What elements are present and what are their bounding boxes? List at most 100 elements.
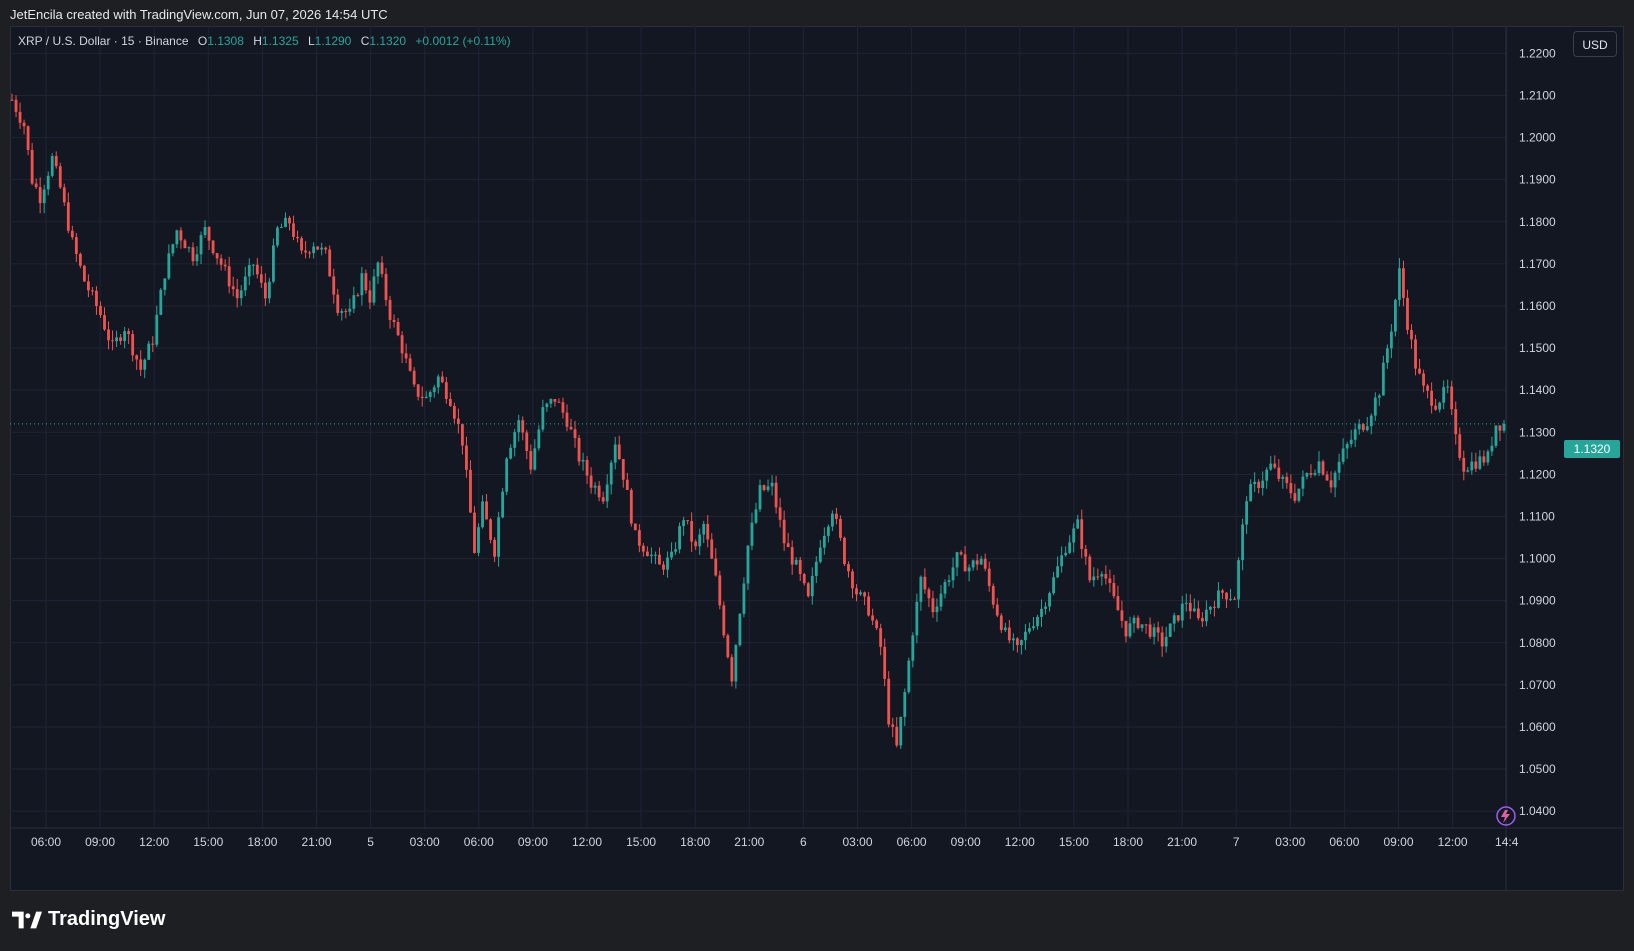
candle-body bbox=[1333, 472, 1337, 488]
candle-body bbox=[1120, 610, 1124, 621]
candle-body bbox=[392, 319, 396, 323]
candle-body bbox=[899, 716, 903, 746]
candle-body bbox=[637, 530, 641, 546]
candle-body bbox=[272, 245, 275, 282]
candle-body bbox=[207, 226, 211, 241]
time-tick-label: 12:00 bbox=[1005, 835, 1035, 849]
candle-body bbox=[131, 334, 135, 356]
candle-body bbox=[710, 539, 714, 559]
candle-body bbox=[714, 558, 718, 576]
candle-body bbox=[947, 580, 951, 583]
chart-panel[interactable] bbox=[10, 26, 1624, 891]
candle-body bbox=[473, 512, 476, 553]
candle-body bbox=[730, 657, 734, 682]
open-label: O bbox=[197, 34, 208, 48]
candle-body bbox=[328, 249, 332, 277]
candle-body bbox=[843, 537, 846, 565]
candle-body bbox=[1048, 593, 1051, 607]
candle-body bbox=[1317, 461, 1321, 474]
candle-body bbox=[1253, 481, 1257, 485]
time-tick-label: 15:00 bbox=[1059, 835, 1089, 849]
candle-body bbox=[1341, 448, 1345, 462]
candle-body bbox=[1446, 386, 1450, 388]
candle-body bbox=[806, 583, 810, 597]
candle-body bbox=[78, 253, 82, 266]
candle-body bbox=[304, 250, 307, 253]
candle-body bbox=[859, 592, 862, 595]
candle-body bbox=[1225, 592, 1228, 600]
price-tick-label: 1.0900 bbox=[1519, 594, 1556, 608]
candle-body bbox=[1385, 348, 1389, 363]
brand-name: TradingView bbox=[48, 908, 166, 930]
candle-body bbox=[107, 329, 110, 341]
price-tick-label: 1.1500 bbox=[1519, 341, 1556, 355]
price-tick-label: 1.2100 bbox=[1519, 88, 1556, 102]
candle-body bbox=[1277, 467, 1281, 479]
candle-body bbox=[641, 545, 645, 552]
candle-body bbox=[416, 384, 420, 397]
candle-body bbox=[758, 485, 762, 510]
candle-body bbox=[1140, 624, 1144, 629]
price-tick-label: 1.1700 bbox=[1519, 257, 1556, 271]
candle-body bbox=[1172, 615, 1176, 624]
price-tick-label: 1.0500 bbox=[1519, 762, 1556, 776]
candle-body bbox=[1365, 426, 1369, 431]
candle-body bbox=[1084, 548, 1088, 557]
candle-body bbox=[308, 252, 312, 254]
candle-body bbox=[987, 568, 991, 586]
candle-body bbox=[1196, 608, 1200, 619]
symbol-title[interactable]: XRP / U.S. Dollar · 15 · Binance bbox=[18, 34, 189, 48]
candle-body bbox=[66, 202, 70, 231]
candle-body bbox=[573, 429, 577, 439]
last-price-badge: 1.1320 bbox=[1564, 440, 1620, 458]
candle-body bbox=[247, 265, 251, 277]
candle-body bbox=[1345, 444, 1349, 449]
candle-body bbox=[42, 189, 46, 204]
candle-body bbox=[951, 567, 955, 581]
candle-body bbox=[521, 420, 525, 433]
candle-body bbox=[1112, 583, 1116, 597]
candle-body bbox=[489, 519, 492, 540]
candle-body bbox=[794, 559, 798, 565]
price-tick-label: 1.1300 bbox=[1519, 425, 1556, 439]
candle-body bbox=[1462, 457, 1466, 472]
candle-body bbox=[135, 355, 139, 360]
price-tick-label: 1.1000 bbox=[1519, 552, 1556, 566]
candle-body bbox=[1152, 627, 1156, 637]
candle-body bbox=[175, 230, 179, 245]
candle-body bbox=[432, 387, 436, 393]
candle-body bbox=[1325, 474, 1329, 481]
candle-body bbox=[22, 122, 26, 127]
candle-body bbox=[82, 265, 86, 282]
open-value: 1.1308 bbox=[207, 34, 244, 48]
candle-body bbox=[955, 552, 959, 568]
candle-body bbox=[255, 264, 259, 275]
candle-body bbox=[352, 295, 356, 309]
candle-body bbox=[1281, 476, 1285, 479]
price-tick-label: 1.0800 bbox=[1519, 636, 1556, 650]
candle-body bbox=[557, 401, 561, 403]
candle-body bbox=[778, 507, 782, 520]
candle-body bbox=[336, 294, 340, 313]
candle-body bbox=[545, 403, 549, 408]
candle-body bbox=[296, 236, 299, 239]
price-chart[interactable]: 1.2200 1.2100 1.2000 1.1900 1.1800 1.1700 1.16… bbox=[10, 26, 1624, 891]
price-tick-label: 1.1900 bbox=[1519, 173, 1556, 187]
candle-body bbox=[525, 432, 529, 452]
candle-body bbox=[396, 322, 400, 336]
candle-body bbox=[95, 290, 98, 307]
candle-body bbox=[1020, 640, 1023, 646]
candle-body bbox=[243, 276, 247, 291]
candle-body bbox=[1293, 493, 1297, 501]
candle-body bbox=[448, 398, 452, 406]
candle-body bbox=[163, 278, 167, 290]
candle-body bbox=[452, 405, 456, 419]
candle-body bbox=[1007, 627, 1011, 641]
candle-body bbox=[1180, 603, 1184, 621]
time-tick-label: 7 bbox=[1233, 835, 1240, 849]
candle-body bbox=[658, 554, 661, 565]
candle-body bbox=[143, 359, 147, 370]
candle-body bbox=[312, 246, 316, 254]
candle-body bbox=[87, 281, 90, 291]
currency-button[interactable]: USD bbox=[1573, 31, 1617, 57]
